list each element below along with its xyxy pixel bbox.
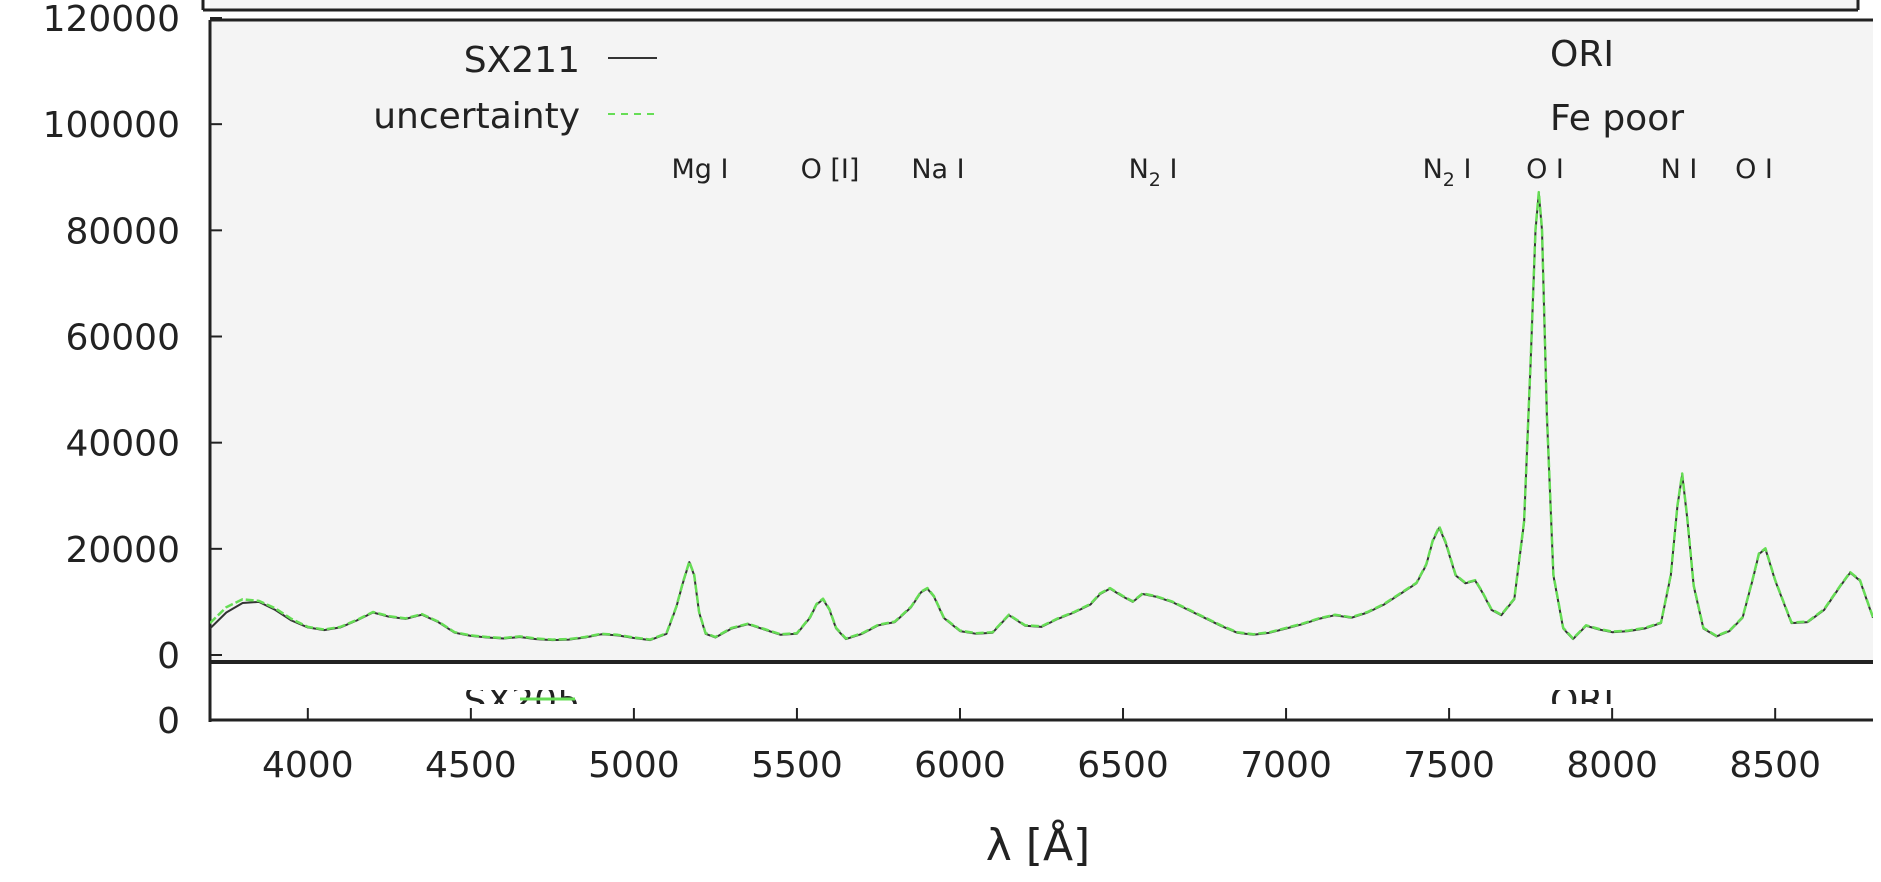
x-tick-label: 4500 xyxy=(425,745,517,786)
line-labels: Mg I O [I] Na I N2 I N2 I O I N I O I xyxy=(672,154,1773,191)
x-tick-label: 8000 xyxy=(1566,745,1658,786)
lower-panel-annotation-partial: ORI xyxy=(1550,681,1614,722)
x-tick-label: 8500 xyxy=(1729,745,1821,786)
y-tick-label: 20000 xyxy=(65,530,180,571)
x-tick-label: 4000 xyxy=(262,745,354,786)
x-tick-label: 7000 xyxy=(1240,745,1332,786)
y-tick-label: 40000 xyxy=(65,424,180,465)
upper-panel-remnant xyxy=(201,0,1860,12)
x-tick-label: 5000 xyxy=(588,745,680,786)
y-tick-label: 0 xyxy=(157,636,180,677)
y-tick-label: 100000 xyxy=(43,105,180,146)
lower-panel: 0 SX205 ORI xyxy=(157,662,1873,742)
y-tick-label: 80000 xyxy=(65,211,180,252)
y-tick-label: 120000 xyxy=(43,0,180,40)
x-tick-label: 6500 xyxy=(1077,745,1169,786)
x-tick-label: 7500 xyxy=(1403,745,1495,786)
series-line-uncertainty xyxy=(210,190,1873,641)
main-panel xyxy=(208,18,1873,664)
line-label-n2-i-second: N2 I xyxy=(1423,154,1472,191)
series-layer xyxy=(210,190,1873,642)
legend-label-sx211: SX211 xyxy=(464,40,580,81)
x-axis-label: λ [Å] xyxy=(986,818,1090,871)
annotation-ori: ORI xyxy=(1550,34,1614,75)
x-tick-label: 5500 xyxy=(751,745,843,786)
line-label-o-forbidden: O [I] xyxy=(801,154,860,185)
plot-area xyxy=(210,20,1873,662)
lower-panel-y-tick-label: 0 xyxy=(157,701,180,742)
line-label-o-i-first: O I xyxy=(1526,154,1564,185)
line-label-o-i-second: O I xyxy=(1735,154,1773,185)
line-label-n-i: N I xyxy=(1661,154,1698,185)
line-label-mg-i: Mg I xyxy=(672,154,729,185)
annotation-fe-poor: Fe poor xyxy=(1550,98,1684,139)
legend-label-uncertainty: uncertainty xyxy=(373,96,580,137)
line-label-na-i: Na I xyxy=(911,154,964,185)
y-tick-label: 60000 xyxy=(65,318,180,359)
y-axis-ticks: 0 20000 40000 60000 80000 100000 120000 xyxy=(43,0,222,677)
legend: SX211 uncertainty xyxy=(373,40,657,137)
line-label-n2-i-first: N2 I xyxy=(1129,154,1178,191)
x-axis-ticks: 4000 4500 5000 5500 6000 6500 7000 7500 8000 8500 xyxy=(262,708,1821,786)
x-tick-label: 6000 xyxy=(914,745,1006,786)
